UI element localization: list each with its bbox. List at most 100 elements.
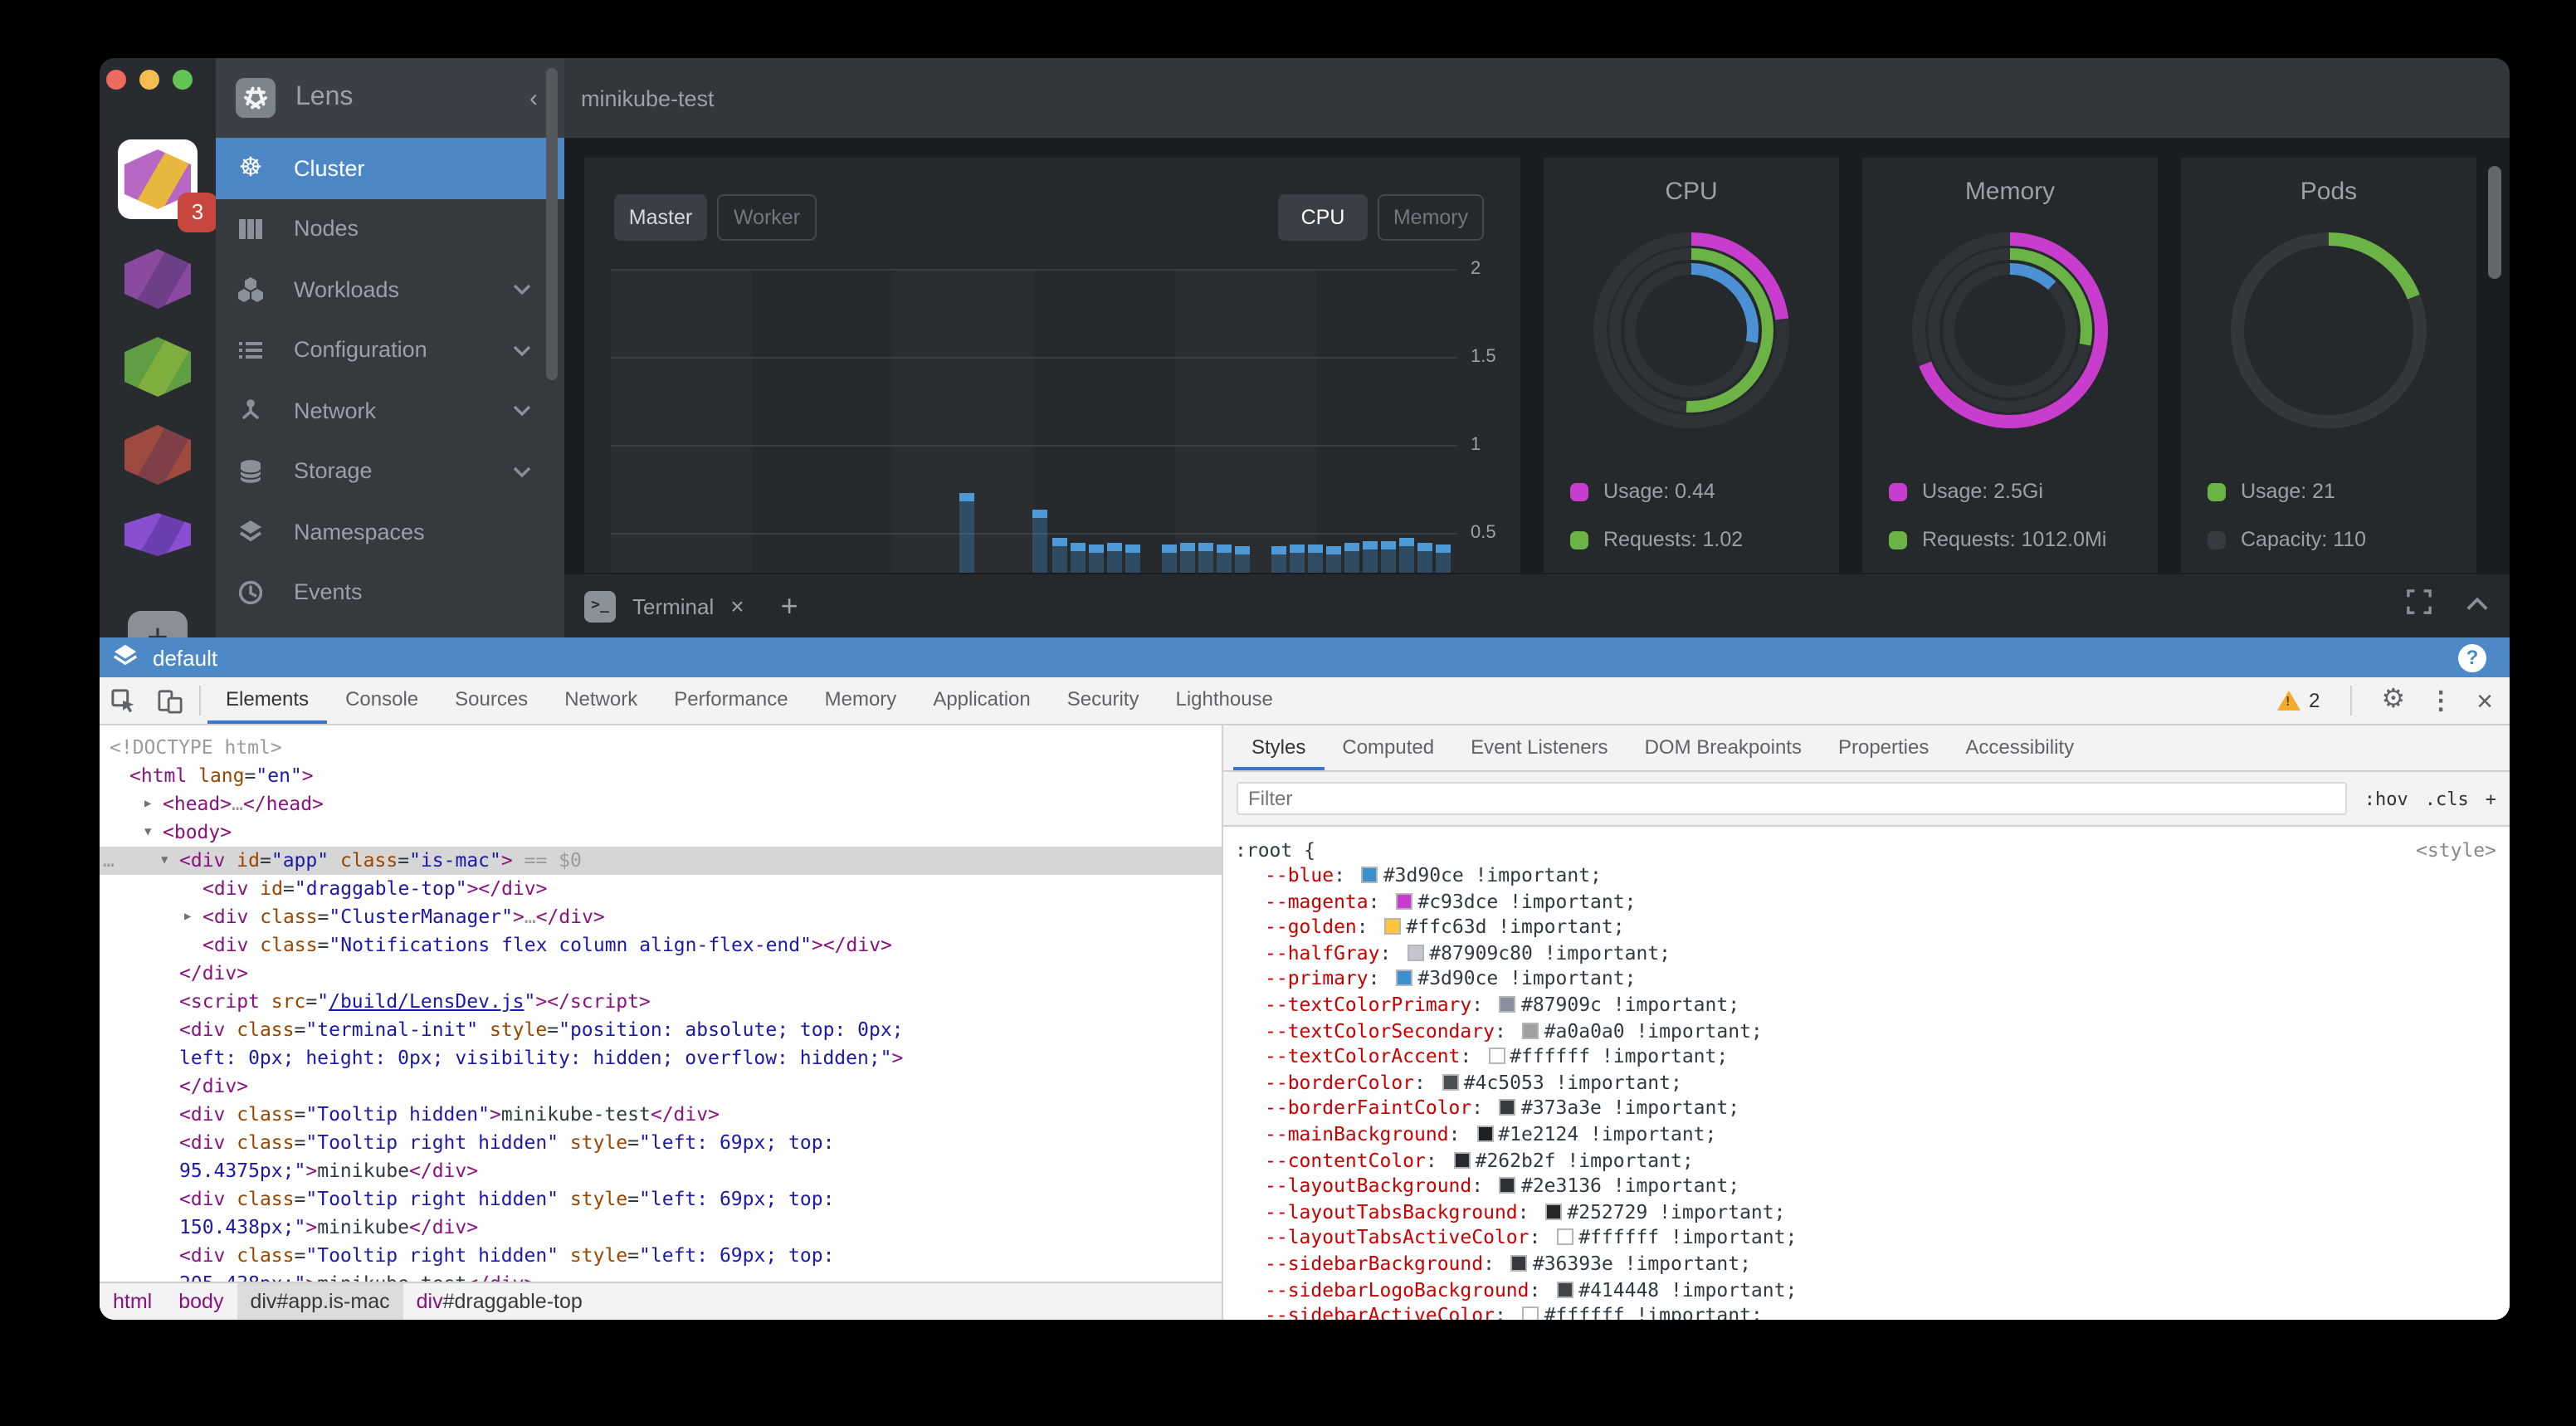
devtools-tab-performance[interactable]: Performance [674,687,788,711]
dom-tree-row[interactable]: ▶ <div class="ClusterManager">…</div> [100,903,1222,931]
cluster-icon-5[interactable] [124,513,191,556]
css-variable-row[interactable]: --sidebarActiveColor: #ffffff !important… [1235,1303,2496,1320]
css-variable-row[interactable]: --mainBackground: #1e2124 !important; [1265,1121,1717,1145]
expand-arrow-right-icon[interactable]: ▶ [184,910,192,923]
color-swatch[interactable] [1499,1099,1516,1116]
color-swatch[interactable] [1499,1177,1516,1194]
dom-tree-row[interactable]: 150.438px;">minikube</div> [179,1215,479,1238]
expand-arrow-right-icon[interactable]: ▶ [144,797,152,810]
styles-filter-input[interactable] [1237,782,2348,815]
terminal-close-icon[interactable]: × [730,593,744,619]
color-swatch[interactable] [1522,1306,1539,1320]
css-variable-row[interactable]: --golden: #ffc63d !important; [1265,915,1625,939]
dom-tree-row[interactable]: <html lang="en"> [129,764,314,787]
terminal-add-icon[interactable]: + [780,588,798,622]
metric-tab-memory[interactable]: Memory [1378,194,1484,241]
color-swatch[interactable] [1545,1203,1563,1220]
devtools-tab-security[interactable]: Security [1066,687,1139,711]
sidebar-item-events[interactable]: Events [216,562,564,623]
sidebar-item-configuration[interactable]: Configuration [216,320,564,380]
dom-tree-row[interactable]: ▶ <head>…</head> [100,790,1222,818]
cluster-icon-3[interactable] [124,337,191,397]
dom-tree-row[interactable]: <div class="terminal-init" style="positi… [179,1018,904,1041]
dashboard-scrollbar[interactable] [2488,166,2501,279]
color-swatch[interactable] [1557,1228,1574,1246]
devtools-tab-elements[interactable]: Elements [207,677,328,724]
color-swatch[interactable] [1396,969,1413,987]
cluster-icon-active[interactable]: 3 [118,139,217,232]
styles-tab-styles[interactable]: Styles [1233,725,1325,770]
sidebar-scrollbar[interactable] [546,68,558,380]
color-swatch[interactable] [1453,1151,1471,1169]
dom-tree-row[interactable]: ▼ <body> [100,818,1222,847]
console-warnings-button[interactable]: 2 [2277,689,2320,712]
expand-arrow-down-icon[interactable]: ▼ [161,853,168,867]
breadcrumb-item[interactable]: html [113,1290,153,1313]
maximize-window-button[interactable] [173,70,193,90]
color-swatch[interactable] [1476,1125,1494,1142]
dom-tree-row[interactable]: </div> [179,1074,249,1097]
color-swatch[interactable] [1488,1048,1505,1065]
cls-toggle[interactable]: .cls [2424,788,2469,809]
devtools-tab-sources[interactable]: Sources [455,687,529,711]
styles-tab-properties[interactable]: Properties [1837,735,1930,758]
dom-tree-row[interactable]: </div> [179,961,249,984]
css-variable-row[interactable]: --textColorSecondary: #a0a0a0 !important… [1265,1018,1763,1043]
dom-tree-row[interactable]: <script src="/build/LensDev.js"></script… [179,989,651,1013]
sidebar-item-namespaces[interactable]: Namespaces [216,501,564,562]
dom-tree-row[interactable]: <div class="Tooltip right hidden" style=… [179,1187,835,1210]
minimize-window-button[interactable] [139,70,159,90]
metric-tab-cpu[interactable]: CPU [1278,194,1368,241]
color-swatch[interactable] [1510,1254,1528,1272]
sidebar-item-storage[interactable]: Storage [216,441,564,501]
sidebar-collapse-icon[interactable]: ‹ [529,84,538,112]
css-selector[interactable]: :root { [1235,838,1315,862]
node-tab-master[interactable]: Master [614,194,707,241]
css-variable-row[interactable]: --contentColor: #262b2f !important; [1265,1148,1694,1172]
css-source-link[interactable]: <style> [2416,838,2496,862]
styles-tab-accessibility[interactable]: Accessibility [1965,735,2075,758]
dom-tree-row[interactable]: … ▼ <div id="app" class="is-mac"> == $0 [100,847,1222,875]
css-variable-row[interactable]: --magenta: #c93dce !important; [1265,889,1637,913]
cluster-icon-4[interactable] [124,425,191,485]
new-rule-button[interactable]: + [2485,788,2496,809]
sidebar-item-workloads[interactable]: Workloads [216,259,564,320]
color-swatch[interactable] [1522,1022,1539,1039]
color-swatch[interactable] [1396,892,1413,910]
css-variable-row[interactable]: --borderColor: #4c5053 !important; [1265,1070,1682,1094]
styles-tab-dom-breakpoints[interactable]: DOM Breakpoints [1644,735,1802,758]
styles-tab-computed[interactable]: Computed [1342,735,1435,758]
devtools-settings-icon[interactable]: ⚙ [2381,686,2406,714]
sidebar-item-network[interactable]: Network [216,380,564,441]
color-swatch[interactable] [1499,995,1516,1013]
css-variable-row[interactable]: --layoutTabsActiveColor: #ffffff !import… [1265,1225,1798,1249]
dom-tree-row[interactable]: <!DOCTYPE html> [110,735,282,759]
namespace-label[interactable]: default [153,645,218,670]
css-variable-row[interactable]: --sidebarLogoBackground: #414448 !import… [1265,1277,1798,1301]
help-icon[interactable]: ? [2458,643,2486,671]
css-variable-row[interactable]: --primary: #3d90ce !important; [1265,966,1637,990]
terminal-fullscreen-icon[interactable] [2407,589,2432,623]
terminal-collapse-icon[interactable] [2465,591,2490,621]
css-variable-row[interactable]: --blue: #3d90ce !important; [1265,863,1602,886]
css-variable-row[interactable]: --borderFaintColor: #373a3e !important; [1265,1096,1740,1120]
css-variable-row[interactable]: --layoutTabsBackground: #252729 !importa… [1265,1199,1786,1223]
css-variable-row[interactable]: --textColorPrimary: #87909c !important; [1265,992,1740,1016]
color-swatch[interactable] [1442,1073,1459,1091]
css-variable-row[interactable]: --textColorAccent: #ffffff !important; [1265,1044,1729,1068]
hov-toggle[interactable]: :hov [2364,788,2408,809]
devtools-close-icon[interactable]: × [2476,685,2493,716]
dom-tree-row[interactable]: <div class="Tooltip right hidden" style=… [179,1131,835,1154]
node-tab-worker[interactable]: Worker [717,194,817,241]
dom-tree-row[interactable]: <div class="Tooltip hidden">minikube-tes… [179,1102,720,1126]
dom-tree-row[interactable]: <div class="Notifications flex column al… [202,933,892,956]
expand-arrow-down-icon[interactable]: ▼ [144,825,152,838]
devtools-tab-application[interactable]: Application [933,687,1031,711]
cluster-icon-2[interactable] [124,249,191,309]
devtools-tab-console[interactable]: Console [345,687,419,711]
color-swatch[interactable] [1408,944,1425,961]
devtools-tab-memory[interactable]: Memory [824,687,897,711]
breadcrumb-item[interactable]: body [178,1290,224,1313]
close-window-button[interactable] [106,70,126,90]
color-swatch[interactable] [1384,918,1402,935]
